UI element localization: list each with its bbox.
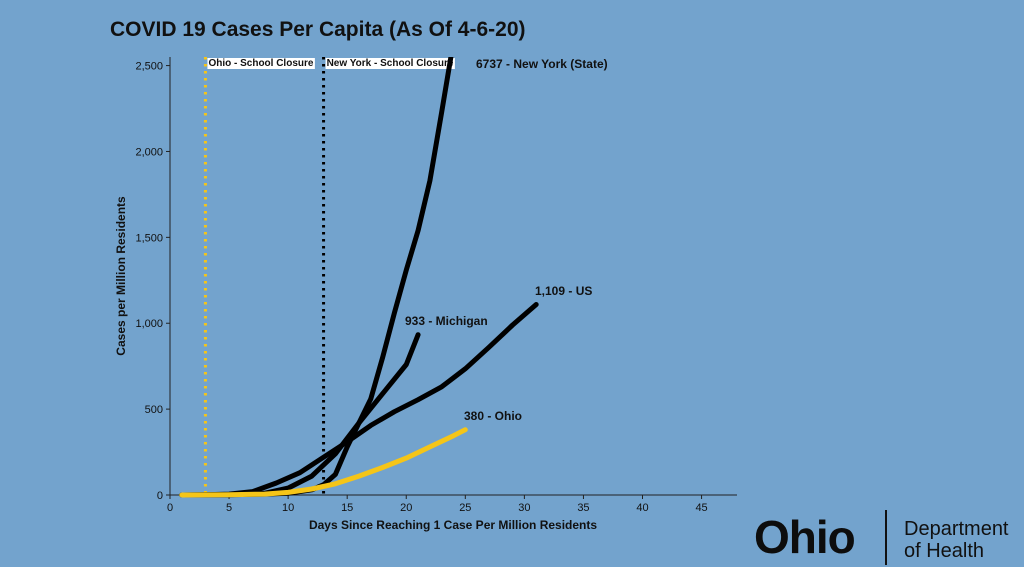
- ohio-wordmark: Ohio: [754, 511, 856, 563]
- series-label: 6737 - New York (State): [476, 57, 608, 71]
- y-tick-label: 2,500: [135, 61, 163, 73]
- x-tick-label: 40: [636, 502, 648, 514]
- x-tick-label: 0: [167, 502, 173, 514]
- department-name: Department of Health: [904, 518, 1009, 562]
- series-label: 1,109 - US: [535, 284, 592, 298]
- x-tick-label: 25: [459, 502, 471, 514]
- x-axis-label: Days Since Reaching 1 Case Per Million R…: [309, 518, 597, 532]
- y-tick-label: 1,500: [135, 232, 163, 244]
- x-tick-label: 45: [695, 502, 707, 514]
- reference-line-label-bg: [207, 58, 315, 69]
- logo-divider: [885, 510, 887, 565]
- reference-line-label-text: New York - School Closure: [327, 58, 454, 69]
- x-tick-label: 30: [518, 502, 530, 514]
- y-tick-label: 1,000: [135, 318, 163, 330]
- y-axis-label: Cases per Million Residents: [114, 196, 128, 356]
- x-tick-label: 5: [226, 502, 232, 514]
- series-label: 933 - Michigan: [405, 314, 488, 328]
- x-tick-label: 20: [400, 502, 412, 514]
- y-tick-label: 2,000: [135, 146, 163, 158]
- reference-line-label: Ohio - School Closure: [207, 58, 315, 69]
- series-line: [179, 302, 539, 498]
- x-tick-label: 10: [282, 502, 294, 514]
- series-line: [179, 57, 454, 498]
- series-label: 380 - Ohio: [464, 409, 522, 423]
- y-tick-label: 500: [145, 404, 163, 416]
- x-tick-label: 15: [341, 502, 353, 514]
- reference-line-label-bg: [325, 58, 455, 69]
- ohio-dept-of-health-logo: Ohio Department of Health: [752, 508, 1024, 567]
- department-line-1: Department: [904, 518, 1009, 540]
- reference-line-label-text: Ohio - School Closure: [208, 58, 313, 69]
- x-tick-label: 35: [577, 502, 589, 514]
- department-line-2: of Health: [904, 540, 985, 562]
- reference-line-label: New York - School Closure: [325, 58, 455, 69]
- chart-title: COVID 19 Cases Per Capita (As Of 4-6-20): [110, 18, 526, 41]
- y-tick-label: 0: [157, 490, 163, 502]
- series-line: [179, 427, 468, 498]
